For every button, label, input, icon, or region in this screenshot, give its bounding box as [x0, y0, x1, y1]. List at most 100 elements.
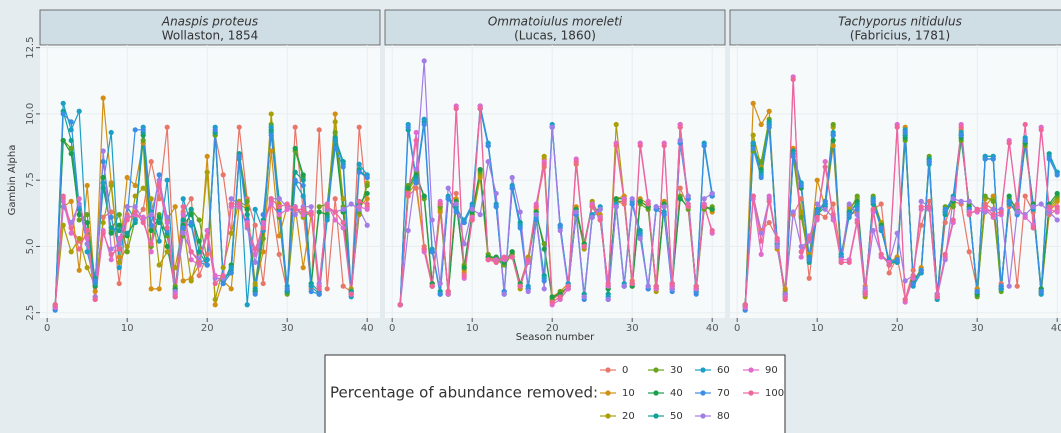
data-point — [982, 204, 988, 210]
data-point — [108, 214, 114, 220]
data-point — [413, 185, 419, 191]
data-point — [340, 164, 346, 170]
data-point — [332, 137, 338, 144]
data-point — [854, 219, 860, 226]
data-point — [364, 201, 370, 207]
data-point — [677, 196, 683, 202]
data-point — [68, 119, 74, 125]
data-point — [244, 302, 250, 308]
legend-label: 70 — [717, 388, 730, 399]
legend-marker — [700, 367, 706, 373]
data-point — [798, 182, 804, 189]
data-point — [461, 219, 467, 226]
data-point — [148, 196, 154, 202]
data-point — [68, 127, 74, 133]
data-point — [701, 204, 707, 210]
data-point — [108, 209, 114, 215]
x-tick-label: 0 — [389, 323, 395, 334]
data-point — [429, 283, 435, 289]
data-point — [894, 257, 900, 263]
legend-label: 0 — [622, 365, 628, 376]
data-point — [116, 227, 122, 234]
data-point — [212, 127, 218, 133]
data-point — [60, 222, 66, 228]
data-point — [846, 212, 852, 218]
panel-subtitle: (Lucas, 1860) — [514, 29, 596, 43]
data-point — [292, 212, 298, 218]
data-point — [581, 294, 587, 300]
panel-title: Ommatoiulus moreleti — [488, 15, 623, 29]
x-tick-label: 20 — [891, 323, 904, 334]
data-point — [364, 206, 370, 212]
data-point — [140, 206, 146, 212]
data-point — [172, 204, 178, 210]
data-point — [68, 249, 74, 255]
data-point — [926, 198, 932, 204]
data-point — [60, 204, 66, 210]
data-point — [541, 278, 547, 284]
data-point — [798, 214, 804, 220]
data-point — [982, 156, 988, 162]
data-point — [870, 198, 876, 204]
data-point — [204, 169, 210, 175]
data-point — [156, 172, 162, 178]
data-point — [766, 193, 772, 199]
data-point — [196, 249, 202, 255]
data-point — [188, 196, 194, 202]
data-point — [276, 204, 282, 210]
data-point — [541, 246, 547, 252]
data-point — [693, 283, 699, 289]
data-point — [148, 241, 154, 247]
data-point — [501, 254, 507, 260]
data-point — [830, 137, 836, 144]
data-point — [421, 121, 427, 128]
data-point — [220, 280, 226, 287]
y-tick-label: 5.0 — [25, 238, 36, 254]
data-point — [549, 299, 555, 305]
data-point — [966, 212, 972, 218]
data-point — [308, 204, 314, 210]
data-point — [806, 257, 812, 263]
data-point — [300, 193, 306, 199]
legend-label: 50 — [670, 411, 683, 422]
data-point — [573, 209, 579, 215]
data-point — [421, 116, 427, 122]
strip — [39, 9, 381, 46]
data-point — [252, 286, 258, 292]
data-point — [204, 153, 210, 159]
data-point — [116, 265, 122, 271]
data-point — [84, 265, 90, 271]
data-point — [613, 196, 619, 202]
data-point — [958, 132, 964, 138]
data-point — [709, 190, 715, 197]
data-point — [493, 190, 499, 197]
data-point — [60, 193, 66, 199]
data-point — [814, 201, 820, 207]
data-point — [990, 198, 996, 204]
data-point — [709, 206, 715, 212]
data-point — [188, 219, 194, 226]
data-point — [709, 227, 715, 234]
data-point — [84, 241, 90, 247]
data-point — [268, 201, 274, 207]
data-point — [950, 204, 956, 210]
data-point — [1054, 204, 1060, 210]
data-point — [228, 230, 234, 236]
data-point — [573, 159, 579, 165]
data-point — [806, 275, 812, 281]
data-point — [68, 151, 74, 157]
data-point — [846, 201, 852, 207]
data-point — [220, 265, 226, 271]
data-point — [918, 198, 924, 204]
panel-subtitle: Wollaston, 1854 — [162, 29, 259, 43]
data-point — [878, 201, 884, 207]
data-point — [292, 124, 298, 130]
data-point — [1054, 209, 1060, 215]
panel-background — [730, 45, 1061, 318]
data-point — [830, 121, 836, 128]
data-point — [92, 278, 98, 284]
data-point — [413, 166, 419, 173]
data-point — [220, 172, 226, 178]
legend-label: 30 — [670, 365, 683, 376]
data-point — [260, 249, 266, 255]
